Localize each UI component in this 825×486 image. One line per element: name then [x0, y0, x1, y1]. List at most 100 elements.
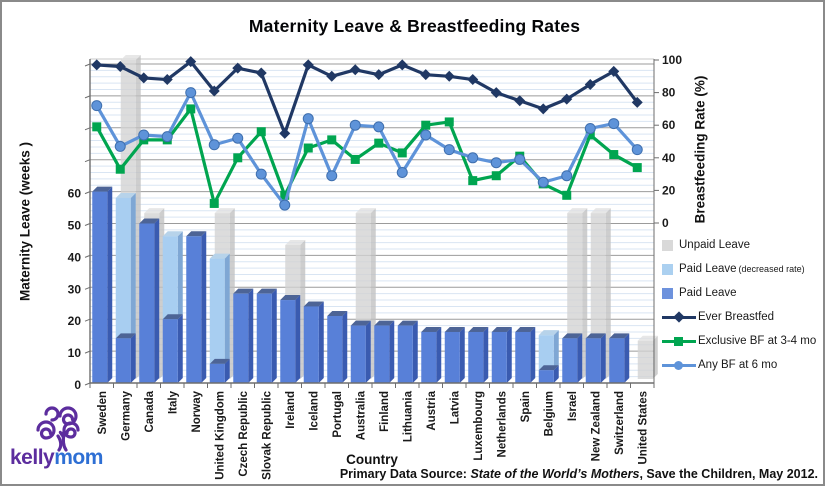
- source-suffix: , Save the Children, May 2012.: [639, 467, 818, 481]
- x-label-new-zealand: New Zealand: [590, 391, 602, 461]
- y-right-tick-40: 40: [662, 151, 676, 165]
- bar-lithuania: [397, 320, 418, 383]
- legend-label: Paid Leave: [679, 263, 737, 275]
- bar-spain: [515, 326, 536, 383]
- bar-latvia: [444, 326, 465, 383]
- bar-belgium: [538, 330, 559, 383]
- legend-label: Any BF at 6 mo: [698, 359, 778, 371]
- bar-czech-republic: [233, 288, 254, 383]
- y-left-tick-0: 0: [74, 378, 81, 392]
- series-ever-breastfed: [91, 56, 643, 139]
- svg-text:♥: ♥: [58, 426, 66, 441]
- bar-sweden: [92, 186, 113, 383]
- y-right-tick-100: 100: [662, 53, 682, 67]
- legend-label: Exclusive BF at 3-4 mo: [698, 335, 817, 347]
- legend-swatch-icon: [662, 287, 673, 299]
- bar-austria: [421, 326, 442, 383]
- legend-swatch-icon: [662, 263, 673, 275]
- bar-australia: [350, 320, 371, 383]
- series-any-bf-at-6-mo: [91, 87, 643, 211]
- x-label-norway: Norway: [191, 390, 203, 432]
- x-label-sweden: Sweden: [97, 391, 109, 434]
- x-label-netherlands: Netherlands: [496, 391, 508, 457]
- y-left-tick-30: 30: [68, 282, 82, 296]
- x-label-united-kingdom: United Kingdom: [214, 391, 226, 480]
- y-axis-right-title: Breastfeeding Rate (%): [692, 75, 708, 224]
- y-right-tick-60: 60: [662, 118, 676, 132]
- bar-united-kingdom: [209, 253, 230, 383]
- y-left-tick-60: 60: [68, 187, 82, 201]
- legend: Unpaid Leave Paid Leave (decreased rate) Pa…: [662, 233, 823, 377]
- legend-line-sample-square-icon: [662, 336, 696, 347]
- y-right-tick-20: 20: [662, 183, 676, 197]
- legend-item-any-bf-at-6-mo: Any BF at 6 mo: [662, 353, 823, 377]
- legend-line-sample-diamond-icon: [662, 310, 696, 323]
- x-label-luxembourg: Luxembourg: [473, 391, 485, 461]
- x-label-portugal: Portugal: [332, 391, 344, 438]
- kellymom-tree-icon: ♥: [36, 406, 80, 452]
- bars-paid-leave: [92, 186, 630, 383]
- bar-new-zealand: [585, 333, 606, 383]
- bar-switzerland: [609, 333, 630, 383]
- x-axis-title: Country: [346, 452, 398, 467]
- x-label-austria: Austria: [426, 390, 438, 430]
- legend-item-paid-leave-decreased-rate-: Paid Leave (decreased rate): [662, 257, 823, 281]
- legend-swatch-icon: [662, 239, 673, 251]
- bar-germany: [115, 192, 136, 383]
- bar-unpaid-united-states: [637, 335, 658, 379]
- x-label-finland: Finland: [379, 391, 391, 432]
- legend-item-unpaid-leave: Unpaid Leave: [662, 233, 823, 257]
- kellymom-logo: ♥ kellymom: [8, 400, 118, 476]
- chart-title: Maternity Leave & Breastfeeding Rates: [248, 16, 581, 36]
- bar-luxembourg: [468, 326, 489, 383]
- x-label-latvia: Latvia: [449, 390, 461, 424]
- x-label-spain: Spain: [520, 391, 532, 422]
- legend-item-paid-leave: Paid Leave: [662, 281, 823, 305]
- bar-finland: [374, 320, 395, 383]
- y-left-tick-40: 40: [68, 250, 82, 264]
- y-axis-left-title: Maternity Leave (weeks ): [17, 141, 33, 302]
- bar-iceland: [303, 301, 324, 383]
- source-book-title: State of the World’s Mothers: [470, 467, 640, 481]
- y-right-tick-0: 0: [662, 216, 669, 230]
- bar-ireland: [280, 295, 301, 383]
- bar-netherlands: [491, 326, 512, 383]
- y-right-tick-80: 80: [662, 86, 676, 100]
- x-label-united-states: United States: [637, 391, 649, 465]
- y-left-tick-50: 50: [68, 219, 82, 233]
- legend-sublabel: (decreased rate): [738, 264, 805, 274]
- x-label-slovak-republic: Slovak Republic: [261, 390, 273, 479]
- x-label-czech-republic: Czech Republic: [238, 390, 250, 476]
- x-label-australia: Australia: [355, 390, 367, 440]
- x-label-canada: Canada: [144, 390, 156, 432]
- legend-item-exclusive-bf-at-3-4-mo: Exclusive BF at 3-4 mo: [662, 329, 823, 353]
- legend-item-ever-breastfed: Ever Breastfed: [662, 305, 823, 329]
- y-left-tick-20: 20: [68, 314, 82, 328]
- bar-italy: [162, 231, 183, 383]
- legend-label: Unpaid Leave: [679, 239, 750, 251]
- x-label-iceland: Iceland: [308, 391, 320, 431]
- legend-label: Paid Leave: [679, 287, 737, 299]
- logo-text-kelly: kelly: [10, 446, 55, 469]
- x-label-ireland: Ireland: [285, 391, 297, 429]
- source-citation: Primary Data Source: State of the World’…: [340, 467, 818, 481]
- y-left-tick-10: 10: [68, 346, 82, 360]
- x-label-germany: Germany: [120, 390, 132, 440]
- axis-tick-labels: 0 10 20 30 40 50 60 0 20 40 60 80 100 Sweden Germany Ca…: [68, 53, 683, 480]
- x-label-israel: Israel: [567, 391, 579, 421]
- x-label-belgium: Belgium: [543, 391, 555, 436]
- bar-portugal: [327, 311, 348, 383]
- x-label-italy: Italy: [167, 390, 179, 414]
- bar-canada: [139, 218, 160, 383]
- bar-norway: [186, 231, 207, 383]
- bar-israel: [562, 333, 583, 383]
- logo-text-mom: mom: [54, 446, 103, 469]
- x-label-switzerland: Switzerland: [614, 391, 626, 455]
- legend-label: Ever Breastfed: [698, 311, 775, 323]
- source-prefix: Primary Data Source:: [339, 467, 471, 481]
- kellymom-wordmark: kellymom: [10, 446, 103, 470]
- x-label-lithuania: Lithuania: [402, 390, 414, 442]
- bar-slovak-republic: [256, 288, 277, 383]
